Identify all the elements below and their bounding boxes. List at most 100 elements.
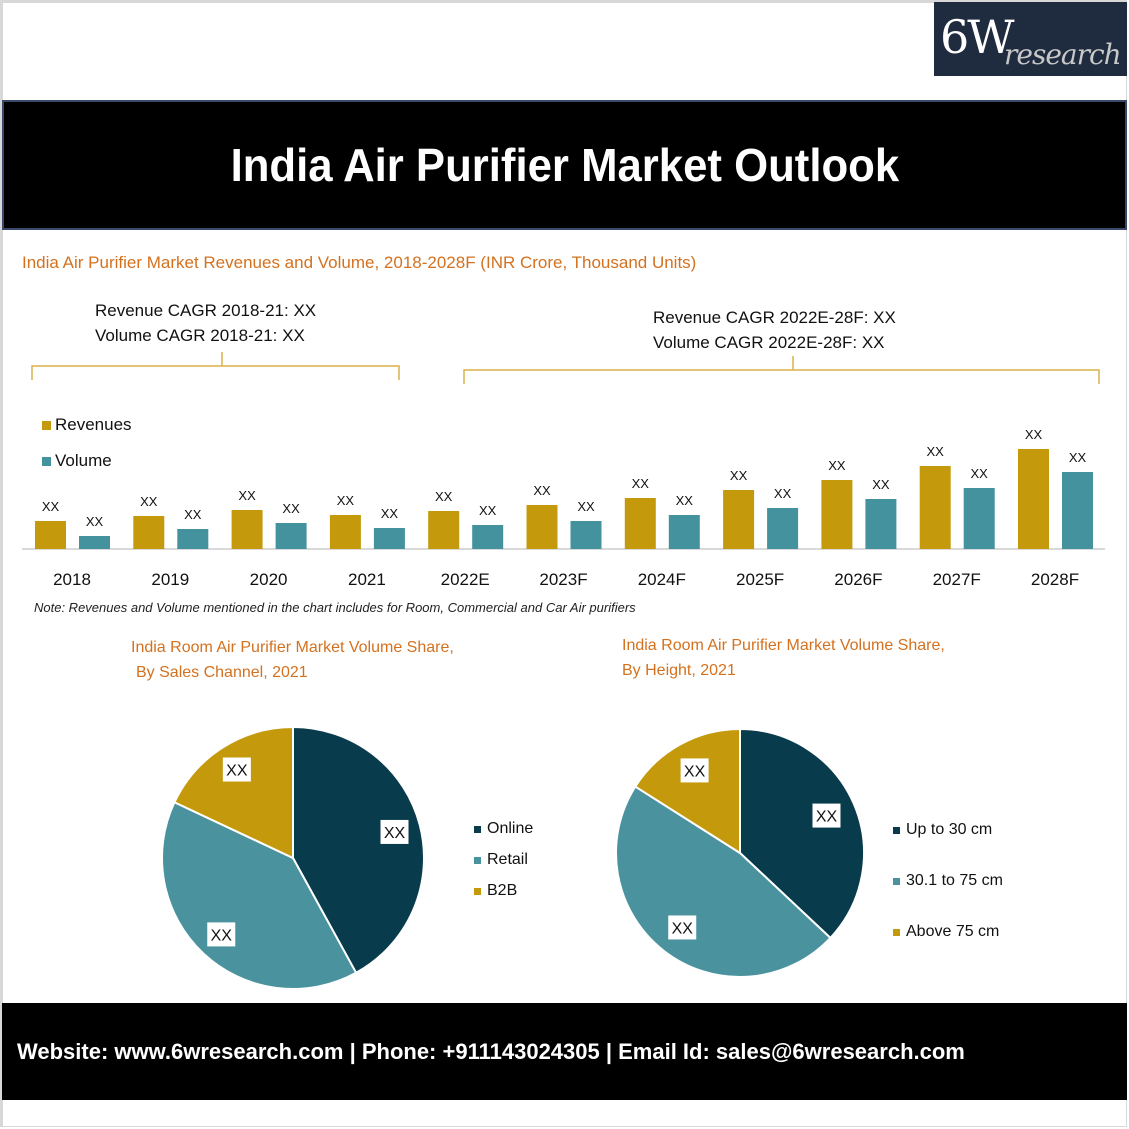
logo-main: 6W xyxy=(940,10,1015,64)
data-label: XX xyxy=(533,483,551,498)
pie1-title-line1: India Room Air Purifier Market Volume Sh… xyxy=(131,639,454,656)
pie2-title-line2: By Height, 2021 xyxy=(622,662,736,679)
legend-swatch xyxy=(474,888,481,895)
x-tick-label: 2027F xyxy=(933,570,981,589)
chart-note: Note: Revenues and Volume mentioned in t… xyxy=(34,600,636,615)
bar-volume-2019 xyxy=(177,529,209,549)
bar-revenues-2027F xyxy=(919,466,951,549)
legend-swatch-revenues xyxy=(42,420,51,430)
x-tick-label: 2025F xyxy=(736,570,784,589)
data-label: XX xyxy=(927,444,945,459)
data-label: XX xyxy=(1069,450,1087,465)
data-label: XX xyxy=(730,468,748,483)
bar-volume-2023F xyxy=(570,521,602,549)
bar-volume-2021 xyxy=(373,528,405,549)
logo-sub: research xyxy=(1004,38,1122,71)
bar-volume-2026F xyxy=(865,499,897,549)
bar-revenues-2028F xyxy=(1018,449,1049,549)
bar-volume-2028F xyxy=(1062,472,1093,549)
data-label: XX xyxy=(184,507,202,522)
pie-slice-up-to-30-cm xyxy=(739,727,865,940)
data-label: XX xyxy=(337,493,355,508)
slice-label: XX xyxy=(384,825,406,842)
data-label: XX xyxy=(872,477,890,492)
bar-revenues-2025F xyxy=(723,490,755,549)
data-label: XX xyxy=(86,514,104,529)
pie-sales-channel: XX Online XX Retail XX B2B xyxy=(161,725,533,990)
data-label: XX xyxy=(282,501,300,516)
data-label: XX xyxy=(577,499,595,514)
slice-label: XX xyxy=(672,920,694,937)
legend-swatch xyxy=(474,826,481,833)
slice-label-box xyxy=(812,803,841,828)
cagr-left-volume: Volume CAGR 2018-21: XX xyxy=(95,326,305,345)
legend-label: Revenues xyxy=(55,415,132,434)
pie2-title-line1: India Room Air Purifier Market Volume Sh… xyxy=(622,637,945,654)
data-label: XX xyxy=(140,494,158,509)
legend-label: B2B xyxy=(487,882,517,899)
data-label: XX xyxy=(238,488,256,503)
legend-swatch xyxy=(893,827,900,834)
logo: 6W research xyxy=(934,2,1127,76)
x-tick-label: 2028F xyxy=(1031,570,1079,589)
cagr-left: Revenue CAGR 2018-21: XX Volume CAGR 201… xyxy=(95,298,316,348)
legend-label: 30.1 to 75 cm xyxy=(906,872,1003,889)
legend-label: Retail xyxy=(487,851,528,868)
bar-revenues-2019 xyxy=(133,516,165,549)
cagr-right: Revenue CAGR 2022E-28F: XX Volume CAGR 2… xyxy=(653,305,896,355)
legend-swatch xyxy=(893,929,900,936)
data-label: XX xyxy=(435,489,453,504)
slice-label-box xyxy=(680,758,709,783)
pie-height: XX Up to 30 cm XX 30.1 to 75 cm XX Above 75 c… xyxy=(615,727,1003,979)
x-tick-label: 2022E xyxy=(441,570,490,589)
legend-swatch xyxy=(474,857,481,864)
x-tick-label: 2026F xyxy=(834,570,882,589)
cagr-right-volume: Volume CAGR 2022E-28F: XX xyxy=(653,333,885,352)
data-label: XX xyxy=(774,486,792,501)
data-label: XX xyxy=(42,499,60,514)
legend-swatch xyxy=(893,878,900,885)
bar-volume-2022E xyxy=(472,525,504,549)
x-tick-label: 2020 xyxy=(250,570,288,589)
bar-volume-2018 xyxy=(79,536,110,549)
legend-label: Volume xyxy=(55,451,112,470)
pie-slice-above-75-cm xyxy=(633,727,741,855)
bar-chart-title: India Air Purifier Market Revenues and V… xyxy=(22,253,697,272)
x-tick-label: 2024F xyxy=(638,570,686,589)
bracket-left xyxy=(31,352,400,380)
legend-label: Above 75 cm xyxy=(906,923,999,940)
slice-label: XX xyxy=(684,763,706,780)
data-label: XX xyxy=(632,476,650,491)
legend-volume: Volume xyxy=(42,451,112,471)
bracket-right xyxy=(463,356,1100,384)
slice-label-box xyxy=(207,922,236,947)
data-label: XX xyxy=(1025,427,1043,442)
data-label: XX xyxy=(676,493,694,508)
bar-revenues-2022E xyxy=(428,511,460,549)
slice-label-box xyxy=(222,757,251,782)
slice-label-box xyxy=(668,915,697,940)
x-tick-label: 2018 xyxy=(53,570,91,589)
cagr-left-revenue: Revenue CAGR 2018-21: XX xyxy=(95,301,317,320)
data-label: XX xyxy=(971,466,989,481)
bar-revenues-2024F xyxy=(624,498,656,549)
pie-slice-b2b xyxy=(173,725,294,860)
pie1-title-line2: By Sales Channel, 2021 xyxy=(136,664,308,681)
bar-revenues-2023F xyxy=(526,505,558,549)
bar-revenues-2018 xyxy=(35,521,66,549)
legend-label: Online xyxy=(487,820,533,837)
slice-label-box xyxy=(380,819,409,844)
slice-label: XX xyxy=(211,927,233,944)
bar-volume-2024F xyxy=(668,515,700,549)
bar-revenues-2020 xyxy=(231,510,263,549)
legend-label: Up to 30 cm xyxy=(906,821,992,838)
cagr-right-revenue: Revenue CAGR 2022E-28F: XX xyxy=(653,308,896,327)
pie2-title: India Room Air Purifier Market Volume Sh… xyxy=(622,633,945,683)
slice-label: XX xyxy=(226,763,248,780)
legend-swatch-volume xyxy=(42,456,51,466)
legend-revenues: Revenues xyxy=(42,415,132,435)
bar-revenues-2021 xyxy=(329,515,361,549)
slice-label: XX xyxy=(816,809,838,826)
data-label: XX xyxy=(479,503,497,518)
